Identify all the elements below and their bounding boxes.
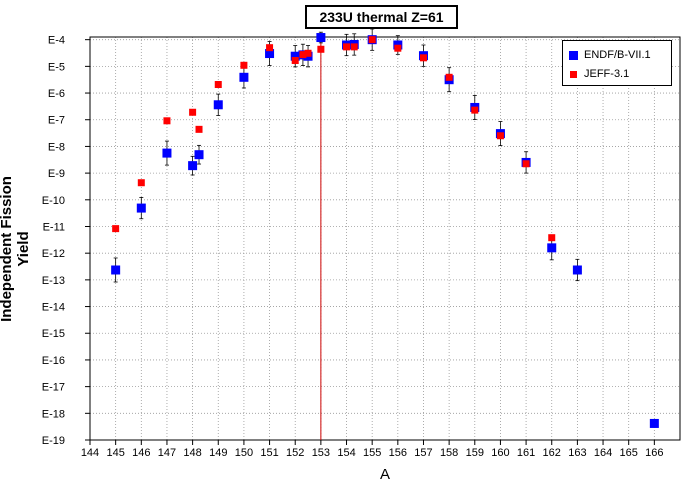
data-point-jeff <box>368 36 376 44</box>
data-point-jeff <box>496 132 504 140</box>
y-tick-label: E-13 <box>42 275 65 287</box>
x-axis-label: A <box>379 466 390 483</box>
y-tick-label: E-15 <box>42 328 65 340</box>
x-tick-label: 144 <box>81 447 99 459</box>
data-point-endf <box>111 265 121 275</box>
legend-swatch-jeff <box>570 70 577 78</box>
legend-label-jeff: JEFF-3.1 <box>584 68 630 80</box>
x-tick-label: 161 <box>517 447 535 459</box>
y-tick-label: E-7 <box>48 115 65 127</box>
data-point-jeff <box>189 108 197 116</box>
data-point-endf <box>136 203 146 213</box>
x-tick-label: 156 <box>389 447 407 459</box>
plot-frame <box>89 36 681 441</box>
data-point-jeff <box>137 179 145 187</box>
x-tick-label: 148 <box>183 447 201 459</box>
y-tick-label: E-4 <box>48 35 65 47</box>
data-point-jeff <box>112 225 120 233</box>
y-tick-label: E-18 <box>42 408 65 420</box>
x-tick-label: 147 <box>158 447 176 459</box>
data-point-jeff <box>548 234 556 242</box>
y-tick-label: E-12 <box>42 248 65 260</box>
y-tick-label: E-8 <box>48 141 65 153</box>
y-tick-label: E-11 <box>43 221 65 233</box>
data-point-jeff <box>317 45 325 53</box>
data-point-jeff <box>266 44 274 52</box>
grid <box>90 37 680 440</box>
data-point-endf <box>316 33 326 43</box>
data-point-jeff <box>291 56 299 64</box>
data-point-endf <box>194 150 204 160</box>
data-points <box>111 28 659 428</box>
data-point-jeff <box>214 81 222 89</box>
data-point-jeff <box>240 61 248 69</box>
x-tick-label: 164 <box>594 447 612 459</box>
x-tick-label: 165 <box>620 447 638 459</box>
data-point-endf <box>572 265 582 275</box>
data-point-jeff <box>163 117 171 125</box>
data-point-jeff <box>350 43 358 51</box>
legend-swatch-endf <box>569 50 578 60</box>
data-point-jeff <box>343 43 351 51</box>
legend-item-endf: ENDF/B-VII.1 <box>569 48 651 62</box>
x-tick-label: 163 <box>568 447 586 459</box>
data-point-endf <box>239 72 249 82</box>
x-tick-label: 146 <box>132 447 150 459</box>
x-tick-label: 155 <box>363 447 381 459</box>
y-tick-label: E-14 <box>42 302 65 314</box>
axes: 144 145 146 147 148 149 150 151 152 153 154 155 156 1… <box>42 35 681 459</box>
data-point-jeff <box>299 51 307 59</box>
x-tick-label: 145 <box>106 447 124 459</box>
data-point-endf <box>290 51 300 61</box>
legend-item-jeff: JEFF-3.1 <box>569 67 629 81</box>
y-tick-label: E-17 <box>42 382 65 394</box>
chart-title: 233U thermal Z=61 <box>305 5 458 29</box>
x-tick-label: 162 <box>543 447 561 459</box>
x-tick-label: 160 <box>491 447 509 459</box>
x-tick-label: 159 <box>466 447 484 459</box>
x-tick-label: 153 <box>312 447 330 459</box>
x-tick-label: 149 <box>209 447 227 459</box>
data-point-endf <box>265 49 275 59</box>
data-point-jeff <box>522 160 530 168</box>
y-tick-label: E-6 <box>48 88 65 100</box>
x-tick-label: 151 <box>260 447 278 459</box>
x-tick-label: 150 <box>235 447 253 459</box>
data-point-endf <box>649 418 659 428</box>
y-tick-label: E-10 <box>42 195 65 207</box>
x-tick-label: 152 <box>286 447 304 459</box>
data-point-jeff <box>445 73 453 81</box>
x-tick-label: 157 <box>414 447 432 459</box>
x-tick-label: 154 <box>337 447 355 459</box>
data-point-jeff <box>419 54 427 62</box>
y-tick-label: E-9 <box>48 168 65 180</box>
data-point-jeff <box>394 44 402 52</box>
data-point-endf <box>188 161 198 171</box>
y-tick-label: E-16 <box>42 355 65 367</box>
y-tick-label: E-19 <box>42 435 65 447</box>
x-tick-label: 158 <box>440 447 458 459</box>
data-point-jeff <box>471 106 479 114</box>
x-tick-label: 166 <box>645 447 663 459</box>
legend-label-endf: ENDF/B-VII.1 <box>584 49 651 61</box>
data-point-endf <box>162 148 172 158</box>
legend: ENDF/B-VII.1 JEFF-3.1 <box>562 40 672 86</box>
data-point-endf <box>547 243 557 253</box>
data-point-jeff <box>304 49 312 57</box>
data-point-endf <box>213 100 223 110</box>
y-tick-label: E-5 <box>48 61 65 73</box>
data-point-jeff <box>195 125 203 133</box>
